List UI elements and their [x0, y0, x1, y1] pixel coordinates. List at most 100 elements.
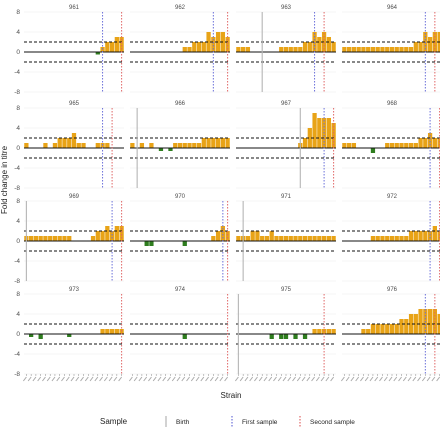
x-tick-label-mark: [171, 376, 176, 382]
bar: [279, 334, 284, 339]
bar: [326, 236, 331, 241]
bar: [317, 329, 322, 334]
bar: [413, 314, 418, 334]
bar: [71, 133, 77, 148]
x-tick-label-mark: [374, 376, 379, 382]
x-tick-label-mark: [315, 376, 320, 382]
x-tick-label-mark: [325, 376, 330, 382]
x-tick-label-mark: [167, 376, 171, 382]
x-tick-label-mark: [108, 376, 113, 382]
bar: [269, 231, 274, 241]
bar: [317, 118, 322, 148]
bar: [394, 236, 399, 241]
bar: [404, 319, 409, 334]
x-tick-label-mark: [330, 376, 335, 382]
bar: [437, 138, 440, 148]
x-tick-label-mark: [103, 376, 108, 382]
x-tick-label-mark: [296, 376, 301, 382]
bar: [211, 138, 216, 148]
bar: [302, 236, 308, 241]
bar: [264, 236, 270, 241]
bar: [302, 42, 308, 52]
bar: [342, 47, 347, 52]
bar: [173, 143, 178, 148]
x-tick-label-mark: [186, 376, 190, 382]
x-tick-label-mark: [320, 376, 325, 382]
bar: [404, 47, 409, 52]
bar: [321, 236, 327, 241]
bar: [109, 329, 115, 334]
bar: [269, 334, 274, 339]
bar: [399, 143, 404, 148]
bar: [201, 138, 206, 148]
x-tick-label-mark: [268, 376, 273, 382]
bar: [413, 143, 418, 148]
bar: [48, 236, 53, 241]
x-tick-label-mark: [113, 376, 118, 382]
y-tick-label: -4: [14, 351, 20, 358]
y-tick-label: -8: [14, 371, 20, 378]
bar: [399, 236, 404, 241]
x-tick-label-mark: [388, 376, 393, 382]
bar: [182, 47, 187, 52]
y-tick-label: 8: [16, 291, 20, 298]
x-tick-label-mark: [209, 376, 214, 382]
x-tick-label-mark: [306, 376, 311, 382]
bar: [114, 37, 119, 52]
x-tick-label-mark: [162, 376, 167, 382]
bar: [408, 231, 414, 241]
bar: [168, 148, 173, 151]
bar: [109, 42, 115, 52]
panel-label: 963: [281, 5, 292, 11]
bar: [215, 138, 221, 148]
bar: [361, 329, 366, 334]
bar: [370, 236, 376, 241]
y-tick-label: 4: [16, 125, 20, 132]
x-tick-label-mark: [27, 376, 32, 382]
x-tick-label-mark: [301, 376, 306, 382]
panel-962: 962: [130, 5, 230, 93]
bar: [211, 236, 216, 241]
y-tick-label: 8: [16, 105, 20, 112]
y-tick-label: 0: [16, 145, 20, 152]
bar: [130, 143, 135, 148]
x-tick-label-mark: [398, 376, 402, 382]
bar: [389, 47, 395, 52]
y-tick-label: 0: [16, 238, 20, 245]
x-tick-label-mark: [244, 376, 249, 382]
bar: [105, 226, 110, 241]
x-tick-label-mark: [89, 376, 94, 382]
x-tick-label-mark: [205, 376, 209, 382]
bar: [326, 118, 331, 148]
y-tick-label: -4: [14, 69, 20, 76]
panel-973: 973 -8 -4 0 4 8: [14, 287, 124, 382]
bar: [182, 241, 187, 246]
y-axis-title: Fold change in titre: [0, 145, 9, 214]
bar: [192, 143, 197, 148]
bar: [95, 143, 100, 148]
panel-969: 969 -8 -4 0 4 8: [14, 194, 124, 285]
bar: [105, 143, 110, 148]
bar: [389, 324, 395, 334]
x-tick-label-mark: [417, 376, 421, 382]
bar: [418, 231, 423, 241]
x-tick-label-mark: [287, 376, 292, 382]
panel-label: 974: [175, 287, 186, 293]
bar: [302, 138, 308, 148]
x-tick-label-mark: [355, 376, 360, 382]
bar: [283, 47, 289, 52]
x-tick-label-mark: [431, 376, 436, 382]
x-tick-label-mark: [402, 376, 407, 382]
bar: [312, 329, 317, 334]
bar: [370, 47, 376, 52]
y-tick-label: -8: [14, 89, 20, 96]
panel-label: 961: [69, 5, 80, 11]
bar: [67, 138, 72, 148]
x-tick-label-mark: [133, 376, 138, 382]
bar: [326, 37, 331, 52]
bar: [95, 52, 100, 55]
bar: [399, 47, 404, 52]
bar: [187, 143, 192, 148]
x-tick-label-mark: [214, 376, 219, 382]
panel-label: 965: [69, 101, 80, 107]
